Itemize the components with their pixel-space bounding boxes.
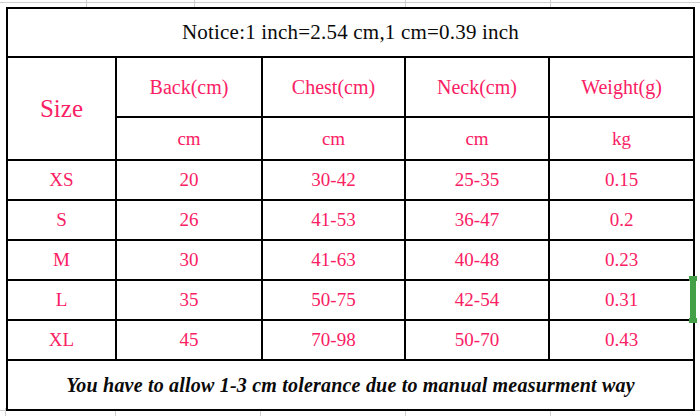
chest-header-label: Chest(cm)	[292, 76, 375, 98]
cell-value: 50-70	[455, 329, 499, 350]
cell-value: 35	[180, 289, 199, 310]
weight-cell: 0.2	[549, 200, 694, 240]
back-cell: 35	[116, 280, 262, 320]
unit-cell-back: cm	[116, 117, 262, 160]
back-cell: 26	[116, 200, 262, 240]
gridline	[194, 0, 195, 7]
chest-cell: 41-53	[262, 200, 405, 240]
size-cell: XS	[7, 160, 116, 200]
weight-unit-label: kg	[612, 128, 631, 149]
gridline	[0, 2, 700, 3]
chest-cell: 30-42	[262, 160, 405, 200]
cell-value: 70-98	[311, 329, 355, 350]
size-cell: M	[7, 240, 116, 280]
size-cell: L	[7, 280, 116, 320]
selection-handle-green	[689, 276, 697, 323]
neck-cell: 42-54	[405, 280, 549, 320]
cell-value: 42-54	[455, 289, 499, 310]
footnote-row: You have to allow 1-3 cm tolerance due t…	[7, 360, 694, 410]
notice-text: Notice:1 inch=2.54 cm,1 cm=0.39 inch	[182, 20, 519, 44]
gridline	[550, 0, 551, 7]
unit-cell-neck: cm	[405, 117, 549, 160]
cell-value: 0.31	[605, 289, 638, 310]
gridline	[405, 0, 406, 7]
cell-value: XL	[49, 329, 74, 350]
cell-value: 41-63	[311, 249, 355, 270]
size-cell: S	[7, 200, 116, 240]
neck-cell: 36-47	[405, 200, 549, 240]
cell-value: M	[53, 249, 70, 270]
col-header-chest: Chest(cm)	[262, 57, 405, 117]
cell-value: 30	[180, 249, 199, 270]
neck-header-label: Neck(cm)	[437, 76, 517, 98]
neck-cell: 40-48	[405, 240, 549, 280]
size-chart-table: Notice:1 inch=2.54 cm,1 cm=0.39 inch Siz…	[6, 7, 695, 411]
neck-unit-label: cm	[465, 128, 488, 149]
weight-cell: 0.23	[549, 240, 694, 280]
back-header-label: Back(cm)	[150, 76, 229, 98]
back-cell: 30	[116, 240, 262, 280]
cell-value: XS	[49, 169, 73, 190]
cell-value: 30-42	[311, 169, 355, 190]
neck-cell: 25-35	[405, 160, 549, 200]
col-header-neck: Neck(cm)	[405, 57, 549, 117]
weight-cell: 0.43	[549, 320, 694, 360]
chest-cell: 50-75	[262, 280, 405, 320]
back-unit-label: cm	[177, 128, 200, 149]
back-cell: 45	[116, 320, 262, 360]
cell-value: 36-47	[455, 209, 499, 230]
cell-value: 26	[180, 209, 199, 230]
footnote-cell: You have to allow 1-3 cm tolerance due t…	[7, 360, 694, 410]
size-header-label: Size	[40, 95, 83, 122]
cell-value: 0.23	[605, 249, 638, 270]
table-row-s: S 26 41-53 36-47 0.2	[7, 200, 694, 240]
weight-cell: 0.31	[549, 280, 694, 320]
cell-value: 25-35	[455, 169, 499, 190]
col-header-back: Back(cm)	[116, 57, 262, 117]
cell-value: 41-53	[311, 209, 355, 230]
cell-value: 40-48	[455, 249, 499, 270]
selection-handle-bar	[690, 276, 696, 323]
col-header-size: Size	[7, 57, 116, 160]
tolerance-note: You have to allow 1-3 cm tolerance due t…	[66, 374, 635, 396]
neck-cell: 50-70	[405, 320, 549, 360]
cell-value: 20	[180, 169, 199, 190]
gridline	[86, 0, 87, 7]
table-row-xs: XS 20 30-42 25-35 0.15	[7, 160, 694, 200]
chest-cell: 70-98	[262, 320, 405, 360]
selection-handle-cap	[689, 318, 697, 323]
weight-header-label: Weight(g)	[581, 76, 662, 98]
table-row-m: M 30 41-63 40-48 0.23	[7, 240, 694, 280]
cell-value: L	[56, 289, 68, 310]
back-cell: 20	[116, 160, 262, 200]
table-row-l: L 35 50-75 42-54 0.31	[7, 280, 694, 320]
size-chart-screenshot: Notice:1 inch=2.54 cm,1 cm=0.39 inch Siz…	[0, 0, 700, 416]
cell-value: 45	[180, 329, 199, 350]
col-header-weight: Weight(g)	[549, 57, 694, 117]
chest-unit-label: cm	[322, 128, 345, 149]
unit-cell-weight: kg	[549, 117, 694, 160]
chest-cell: 41-63	[262, 240, 405, 280]
table-row-xl: XL 45 70-98 50-70 0.43	[7, 320, 694, 360]
weight-cell: 0.15	[549, 160, 694, 200]
unit-cell-chest: cm	[262, 117, 405, 160]
cell-value: 0.2	[610, 209, 634, 230]
cell-value: 0.43	[605, 329, 638, 350]
cell-value: S	[56, 209, 67, 230]
header-row: Size Back(cm) Chest(cm) Neck(cm) Weight(…	[7, 57, 694, 117]
cell-value: 50-75	[311, 289, 355, 310]
cell-value: 0.15	[605, 169, 638, 190]
notice-cell: Notice:1 inch=2.54 cm,1 cm=0.39 inch	[7, 8, 694, 57]
size-cell: XL	[7, 320, 116, 360]
notice-row: Notice:1 inch=2.54 cm,1 cm=0.39 inch	[7, 8, 694, 57]
